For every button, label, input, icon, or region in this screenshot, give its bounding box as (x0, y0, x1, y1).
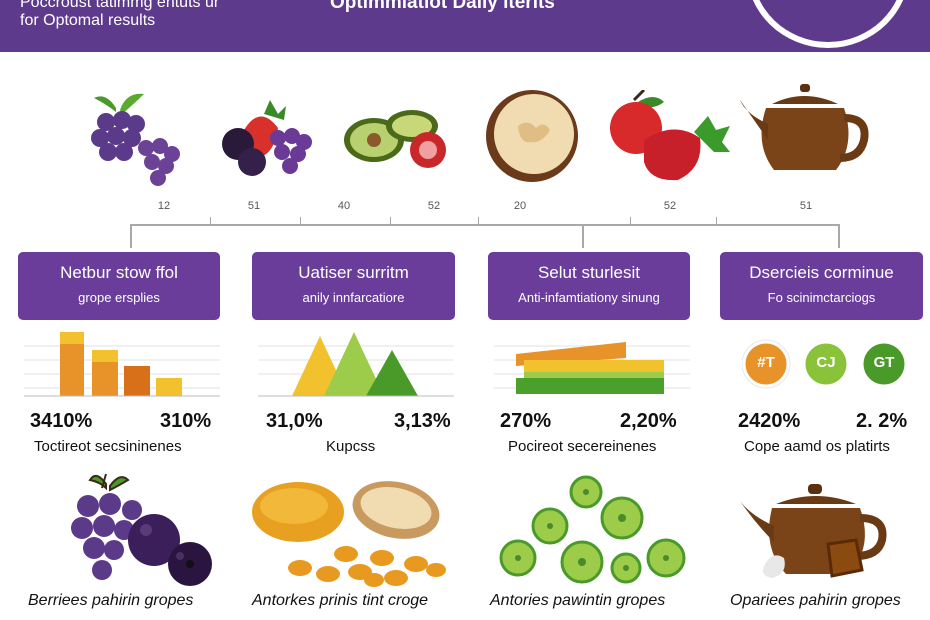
info-card-3: Selut sturlesit Anti-infamtiationy sinun… (488, 252, 690, 320)
timeline-connector (838, 224, 840, 248)
stat-value-left: 270% (500, 410, 552, 432)
stat-value-right: 3,13% (394, 410, 451, 432)
card-title: Dsercieis corminue (749, 263, 894, 282)
bar (124, 366, 150, 396)
header-banner: Poccroust tatimmg entuts ur for Optomal … (0, 0, 930, 52)
timeline-tick-4: 52 (427, 200, 441, 212)
card-subtitle: Anti-infamtiationy sinung (518, 290, 660, 305)
timeline-mark (716, 217, 717, 224)
timeline-connector (582, 224, 584, 248)
badge-label-3: GT (873, 354, 895, 371)
header-subtitle: Poccroust tatimmg entuts ur for Optomal … (20, 0, 219, 30)
grapes-icon (91, 93, 180, 186)
card-title: Selut sturlesit (537, 263, 641, 282)
stat-value-right: 310% (160, 410, 212, 432)
bottom-label: Antories pawintin gropes (490, 592, 666, 609)
timeline-mark (300, 217, 301, 224)
food-icon-row (0, 80, 930, 190)
bar-graphic-1 (24, 332, 220, 397)
timeline-tick-6: 52 (663, 200, 677, 212)
timeline-tick-2: 51 (247, 200, 261, 212)
bread-slice-icon (486, 90, 578, 182)
stacked-graphic-3 (494, 342, 690, 394)
stat-value-right: 2,20% (620, 410, 677, 432)
info-card-1: Netbur stow ffol grope ersplies (18, 252, 220, 320)
info-card-4: Dsercieis corminue Fo scinimctarciogs (720, 252, 923, 320)
cucumber-slices-illustration (499, 475, 686, 584)
card-title: Netbur stow ffol (60, 263, 178, 282)
timeline-tick-7: 51 (799, 200, 813, 212)
stat-caption: Pocireot secereinenes (508, 438, 657, 455)
avocado-icon (344, 110, 446, 168)
stat-caption: Cope aamd os platirts (744, 438, 890, 455)
card-subtitle: Fo scinimctarciogs (767, 290, 876, 305)
card-subtitle: anily innfarcatiore (302, 290, 405, 305)
mixed-berries-icon (222, 100, 312, 176)
card-title: Uatiser surritm (298, 263, 409, 282)
badge-row-4: #T CJ GT (741, 332, 912, 402)
timeline-tick-5: 20 (513, 200, 527, 212)
page-title: Optimmiatiot Daily iterits (330, 0, 555, 13)
timeline-line (130, 224, 840, 226)
berries-illustration (71, 473, 212, 586)
apples-icon (610, 90, 730, 181)
bottom-label: Opariees pahirin gropes (730, 592, 901, 609)
stat-value-right: 2. 2% (856, 410, 908, 432)
timeline-mark (210, 217, 211, 224)
stat-caption: Kupcss (326, 438, 376, 455)
header-logo-circle (746, 0, 910, 48)
badge-label-2: CJ (816, 354, 836, 371)
bar (156, 378, 182, 396)
timeline-mark (630, 217, 631, 224)
grains-illustration (252, 481, 446, 587)
teapot-illustration (738, 484, 887, 578)
timeline-mark (478, 217, 479, 224)
timeline-tick-1: 12 (157, 200, 171, 212)
stat-caption: Toctireot secsininenes (34, 438, 182, 455)
header-subtitle-line2: for Optomal results (20, 12, 156, 29)
stat-value-left: 2420% (738, 410, 801, 432)
timeline-connector (130, 224, 132, 248)
timeline-tick-3: 40 (337, 200, 351, 212)
bottom-label: Antorkes prinis tint croge (252, 592, 429, 609)
bottom-label: Berriees pahirin gropes (28, 592, 194, 609)
mountain-graphic-2 (258, 332, 454, 397)
timeline-mark (390, 217, 391, 224)
card-subtitle: grope ersplies (78, 290, 160, 305)
badges (741, 339, 908, 389)
stat-value-left: 3410% (30, 410, 93, 432)
info-card-2: Uatiser surritm anily innfarcatiore (252, 252, 455, 320)
teapot-icon (740, 84, 869, 170)
header-subtitle-line1: Poccroust tatimmg entuts ur (20, 0, 220, 11)
badge-label-1: #T (757, 354, 775, 371)
stat-value-left: 31,0% (266, 410, 323, 432)
